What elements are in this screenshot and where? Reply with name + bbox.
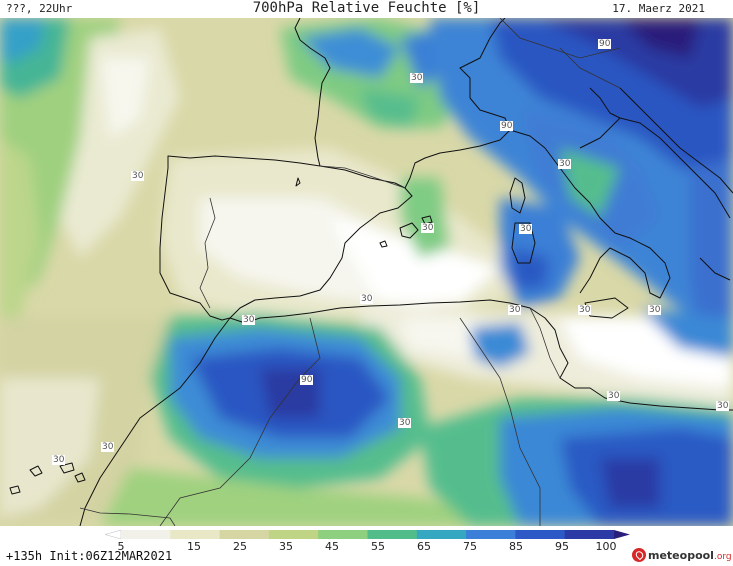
colorbar-tick-label: 45 <box>325 540 339 553</box>
header: ???, 22Uhr 700hPa Relative Feuchte [%] 1… <box>0 0 733 18</box>
contour-label: 30 <box>607 391 621 401</box>
colorbar-segment <box>466 530 516 539</box>
contour-label: 30 <box>131 171 145 181</box>
contour-label: 30 <box>558 159 572 169</box>
colorbar-segment <box>614 530 630 539</box>
map-pin-icon <box>632 548 646 562</box>
colorbar-segment <box>121 530 171 539</box>
colorbar-tick-label: 55 <box>371 540 385 553</box>
contour-label: 30 <box>410 73 424 83</box>
contour-label: 90 <box>500 121 514 131</box>
contour-label: 30 <box>398 418 412 428</box>
contour-label: 30 <box>519 224 533 234</box>
valid-time-label: ???, 22Uhr <box>6 2 73 15</box>
colorbar-tick-label: 35 <box>279 540 293 553</box>
colorbar-tick-label: 95 <box>555 540 569 553</box>
footer: 5 15 25 35 45 55 65 75 85 95 100 +135h I… <box>0 526 733 566</box>
valid-date-label: 17. Maerz 2021 <box>612 2 705 15</box>
humidity-map: 90 30 90 30 30 30 30 30 30 30 30 90 30 3… <box>0 18 733 526</box>
colorbar-tick-label: 15 <box>187 540 201 553</box>
contour-label: 30 <box>52 455 66 465</box>
colorbar-segment <box>268 530 319 539</box>
colorbar-segment <box>416 530 467 539</box>
brand-logo[interactable]: meteopool.org <box>632 546 732 564</box>
humidity-field <box>0 18 733 526</box>
colorbar-tick-label: 5 <box>117 540 125 553</box>
contour-label: 30 <box>242 315 256 325</box>
contour-label: 30 <box>648 305 662 315</box>
map-title: 700hPa Relative Feuchte [%] <box>252 0 481 16</box>
contour-label: 30 <box>101 442 115 452</box>
brand-suffix: .org <box>713 551 732 562</box>
contour-label: 30 <box>421 223 435 233</box>
colorbar-tick-label: 75 <box>463 540 477 553</box>
colorbar-segment <box>564 530 615 539</box>
map-canvas <box>0 18 733 526</box>
colorbar-segment <box>367 530 418 539</box>
contour-label: 30 <box>716 401 730 411</box>
contour-label: 90 <box>300 375 314 385</box>
contour-label: 30 <box>508 305 522 315</box>
colorbar-tick-label: 100 <box>595 540 617 553</box>
colorbar-segment <box>318 530 368 539</box>
colorbar-segment <box>515 530 566 539</box>
contour-label: 30 <box>578 305 592 315</box>
colorbar <box>105 530 630 539</box>
colorbar-tick-label: 85 <box>509 540 523 553</box>
run-info: +135h Init:06Z12MAR2021 <box>6 549 173 563</box>
colorbar-segment <box>170 530 221 539</box>
colorbar-segment <box>105 530 122 539</box>
colorbar-tick-label: 25 <box>233 540 247 553</box>
country-borders <box>79 18 621 526</box>
contour-label: 90 <box>598 39 612 49</box>
colorbar-segment <box>219 530 270 539</box>
contour-label: 30 <box>360 294 374 304</box>
colorbar-tick-label: 65 <box>417 540 431 553</box>
brand-name: meteopool <box>648 548 714 562</box>
